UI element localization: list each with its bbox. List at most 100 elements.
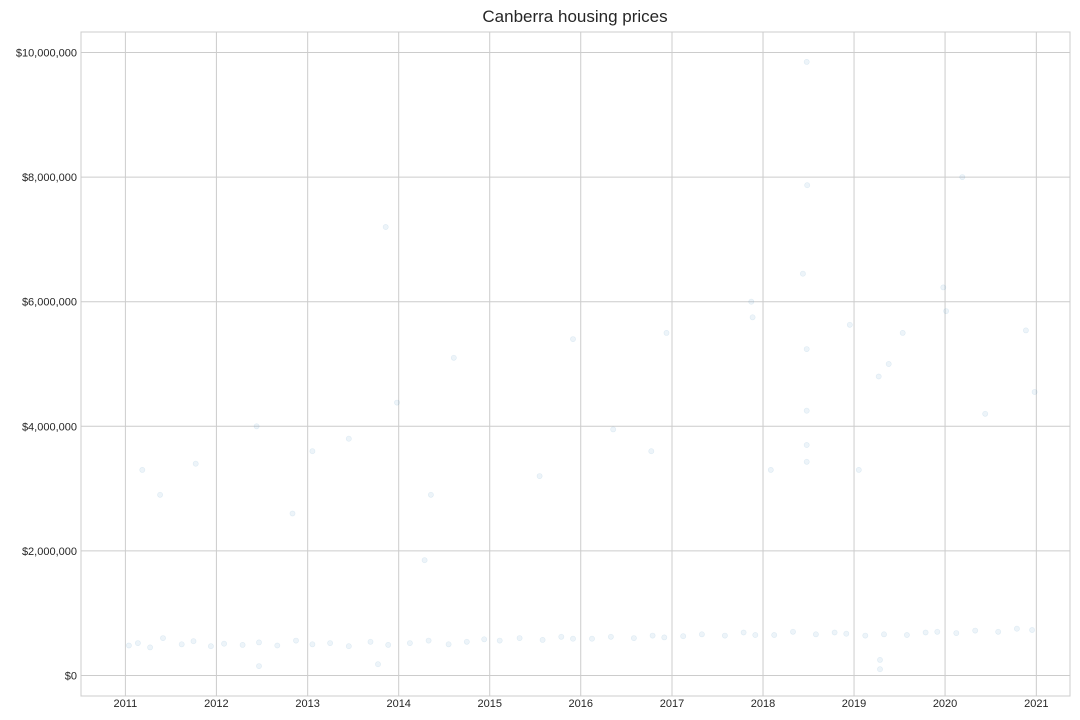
- x-tick-label: 2020: [933, 698, 957, 710]
- data-point: [253, 423, 260, 430]
- data-point: [160, 635, 166, 641]
- x-gridlines: [124, 32, 1037, 696]
- data-point: [995, 628, 1002, 635]
- data-point: [608, 633, 614, 640]
- data-point: [648, 448, 655, 455]
- data-point: [134, 640, 141, 646]
- data-point: [740, 629, 747, 636]
- data-point: [382, 224, 389, 230]
- data-point: [953, 630, 960, 636]
- data-point: [680, 633, 687, 640]
- data-point: [445, 641, 452, 648]
- data-point: [207, 643, 214, 650]
- data-point: [421, 557, 428, 564]
- x-tick-label: 2017: [660, 698, 684, 710]
- x-tick-label: 2019: [842, 698, 866, 710]
- x-tick-label: 2021: [1024, 698, 1048, 710]
- y-tick-label: $4,000,000: [22, 421, 77, 433]
- data-point: [192, 460, 199, 467]
- data-point: [1023, 327, 1029, 334]
- data-point: [125, 642, 132, 649]
- data-point: [749, 314, 756, 321]
- data-point: [496, 637, 503, 644]
- data-point: [790, 628, 796, 635]
- y-tick-label: $2,000,000: [22, 546, 77, 558]
- data-point: [922, 629, 929, 636]
- data-point: [345, 435, 352, 442]
- data-point: [904, 632, 910, 638]
- data-point: [256, 663, 262, 669]
- y-tick-labels: $0 $2,000,000 $4,000,000 $6,000,000 $8,000,0…: [16, 48, 77, 683]
- data-point: [221, 640, 227, 647]
- x-tick-label: 2013: [295, 698, 319, 710]
- data-point: [943, 308, 949, 314]
- data-point: [375, 661, 381, 668]
- data-point: [831, 629, 838, 636]
- data-point: [846, 321, 853, 328]
- data-point: [661, 634, 668, 641]
- data-point: [1014, 625, 1020, 632]
- y-tick-label: $0: [65, 670, 77, 682]
- x-tick-label: 2012: [204, 698, 228, 710]
- y-gridlines: [81, 52, 1070, 676]
- data-point: [881, 631, 887, 638]
- data-point: [345, 643, 352, 650]
- data-point: [1029, 627, 1035, 633]
- data-point: [649, 632, 656, 639]
- data-point: [877, 666, 883, 673]
- data-point: [771, 632, 778, 638]
- data-point: [516, 635, 523, 641]
- data-point: [309, 448, 316, 455]
- data-point: [877, 657, 883, 663]
- data-point: [570, 336, 576, 342]
- data-point: [481, 636, 488, 643]
- x-tick-label: 2014: [386, 698, 410, 710]
- x-tick-label: 2018: [751, 698, 775, 710]
- data-point: [309, 641, 316, 648]
- data-point: [1031, 389, 1038, 395]
- data-point: [394, 399, 400, 406]
- y-tick-label: $10,000,000: [16, 48, 77, 60]
- y-tick-label: $8,000,000: [22, 172, 77, 184]
- data-point: [450, 354, 457, 361]
- data-point: [385, 642, 392, 648]
- data-point: [803, 346, 810, 352]
- x-tick-label: 2011: [114, 698, 138, 710]
- data-point: [570, 635, 576, 642]
- data-point: [803, 442, 810, 448]
- data-point: [722, 632, 728, 639]
- data-point: [589, 635, 595, 642]
- data-point: [558, 633, 565, 640]
- data-point: [190, 638, 197, 645]
- data-point: [139, 466, 146, 473]
- data-point: [899, 329, 906, 336]
- data-point: [536, 473, 543, 479]
- data-point: [885, 361, 892, 367]
- data-point: [178, 641, 185, 648]
- chart-title: Canberra housing prices: [482, 7, 668, 26]
- data-point: [875, 373, 882, 380]
- data-point: [610, 426, 617, 433]
- x-tick-label: 2016: [568, 698, 592, 710]
- plot-area: [80, 31, 1071, 697]
- data-point: [289, 510, 296, 517]
- data-point: [800, 270, 806, 277]
- data-point: [767, 466, 774, 473]
- data-point: [367, 638, 374, 645]
- x-tick-labels: 2011 2012 2013 2014 2015 2016 2017 2018 2019 2020…: [114, 698, 1049, 710]
- data-point: [843, 630, 850, 637]
- data-point: [147, 644, 153, 651]
- data-point: [940, 284, 947, 291]
- data-point: [959, 174, 966, 180]
- data-point: [239, 642, 246, 648]
- data-point: [862, 632, 869, 639]
- data-point: [663, 329, 670, 336]
- data-point: [748, 298, 755, 305]
- data-point: [157, 491, 163, 498]
- data-point: [699, 631, 705, 638]
- data-point: [972, 627, 979, 634]
- data-point: [803, 59, 810, 65]
- data-point: [855, 466, 862, 473]
- data-point: [327, 640, 333, 646]
- data-point: [813, 631, 819, 638]
